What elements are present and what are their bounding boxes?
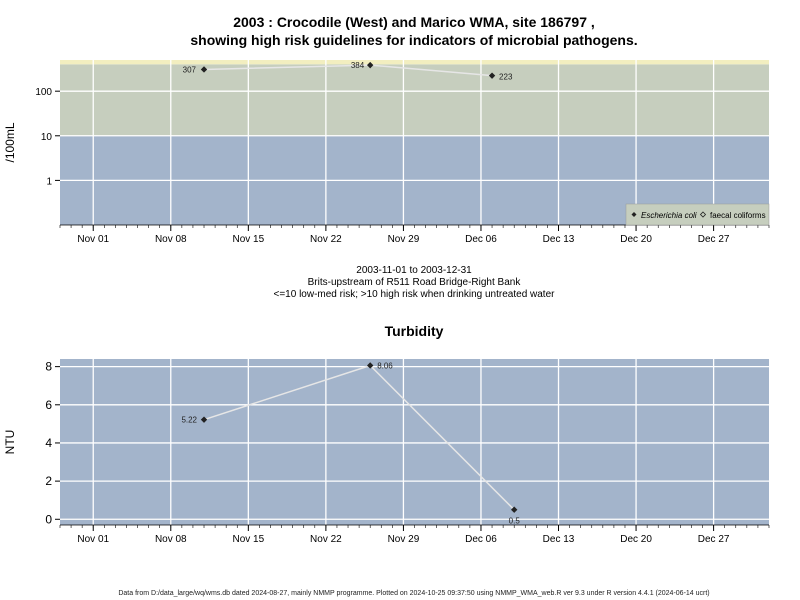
legend-box (625, 203, 770, 226)
x-tick-label: Nov 08 (155, 234, 187, 245)
y-tick-label: 6 (45, 398, 52, 412)
legend-label-faecal-coliforms: faecal coliforms (710, 211, 766, 220)
legend-label-ecoli: Escherichia coli (641, 211, 697, 220)
x-tick-label: Dec 13 (543, 534, 575, 545)
y-axis-label: NTU (3, 430, 17, 455)
site-description-text: Brits-upstream of R511 Road Bridge-Right… (308, 277, 522, 288)
x-tick-label: Nov 01 (77, 534, 109, 545)
data-point (366, 61, 374, 69)
x-tick-label: Nov 08 (155, 534, 187, 545)
date-range-text: 2003-11-01 to 2003-12-31 (356, 265, 472, 276)
y-tick-label: 2 (45, 474, 52, 488)
data-point (200, 66, 208, 73)
data-label: 307 (183, 65, 197, 74)
x-tick-label: Dec 27 (698, 534, 730, 545)
legend-marker-filled-diamond (631, 212, 637, 217)
data-label: 5.22 (181, 416, 197, 425)
y-tick-label: 100 (35, 87, 52, 98)
x-tick-label: Nov 22 (310, 534, 342, 545)
x-tick-label: Nov 15 (232, 234, 264, 245)
data-label: 8.06 (377, 361, 393, 370)
data-point (200, 416, 208, 423)
data-point (511, 506, 518, 513)
x-tick-label: Dec 20 (620, 234, 652, 245)
x-tick-label: Dec 27 (698, 234, 730, 245)
data-label: 384 (351, 61, 365, 70)
plot-background (60, 359, 769, 525)
data-point (488, 72, 496, 79)
x-tick-label: Dec 20 (620, 534, 652, 545)
chart-title-line2: showing high risk guidelines for indicat… (190, 32, 637, 48)
data-label: 0.5 (509, 517, 521, 526)
turbidity-title: Turbidity (385, 323, 444, 339)
footer-note: Data from D:/data_large/wq/wms.db dated … (118, 590, 709, 597)
x-tick-label: Nov 15 (232, 534, 264, 545)
y-tick-label: 1 (46, 176, 52, 187)
legend-marker-open-diamond (699, 211, 707, 218)
x-tick-label: Nov 29 (388, 234, 420, 245)
turbidity-panel: Nov 01 Nov 08 Nov 15 Nov 22 Nov 29 Dec 06 Dec … (3, 359, 770, 545)
chart-title-line1: 2003 : Crocodile (West) and Marico WMA, … (233, 14, 595, 30)
y-tick-label: 4 (45, 436, 52, 450)
x-minor-ticks (59, 225, 770, 228)
x-tick-label: Nov 01 (77, 234, 109, 245)
y-tick-label: 0 (45, 512, 52, 526)
y-tick-label: 10 (41, 132, 53, 143)
legend: Escherichia coli faecal coliforms (625, 203, 770, 226)
risk-band-2 (60, 60, 769, 65)
y-axis-label: /100mL (3, 122, 17, 162)
data-point (366, 362, 374, 369)
x-tick-label: Dec 13 (543, 234, 575, 245)
x-tick-label: Dec 06 (465, 534, 497, 545)
y-tick-label: 8 (45, 360, 52, 374)
data-label: 223 (499, 73, 513, 82)
risk-guideline-text: <=10 low-med risk; >10 high risk when dr… (274, 289, 556, 300)
x-tick-label: Nov 22 (310, 234, 342, 245)
x-tick-label: Nov 29 (388, 534, 420, 545)
pathogen-panel: Nov 01 Nov 08 Nov 15 Nov 22 Nov 29 Dec 06 Dec … (3, 60, 770, 245)
x-tick-label: Dec 06 (465, 234, 497, 245)
x-minor-ticks (59, 525, 770, 528)
risk-band-1 (60, 64, 769, 136)
